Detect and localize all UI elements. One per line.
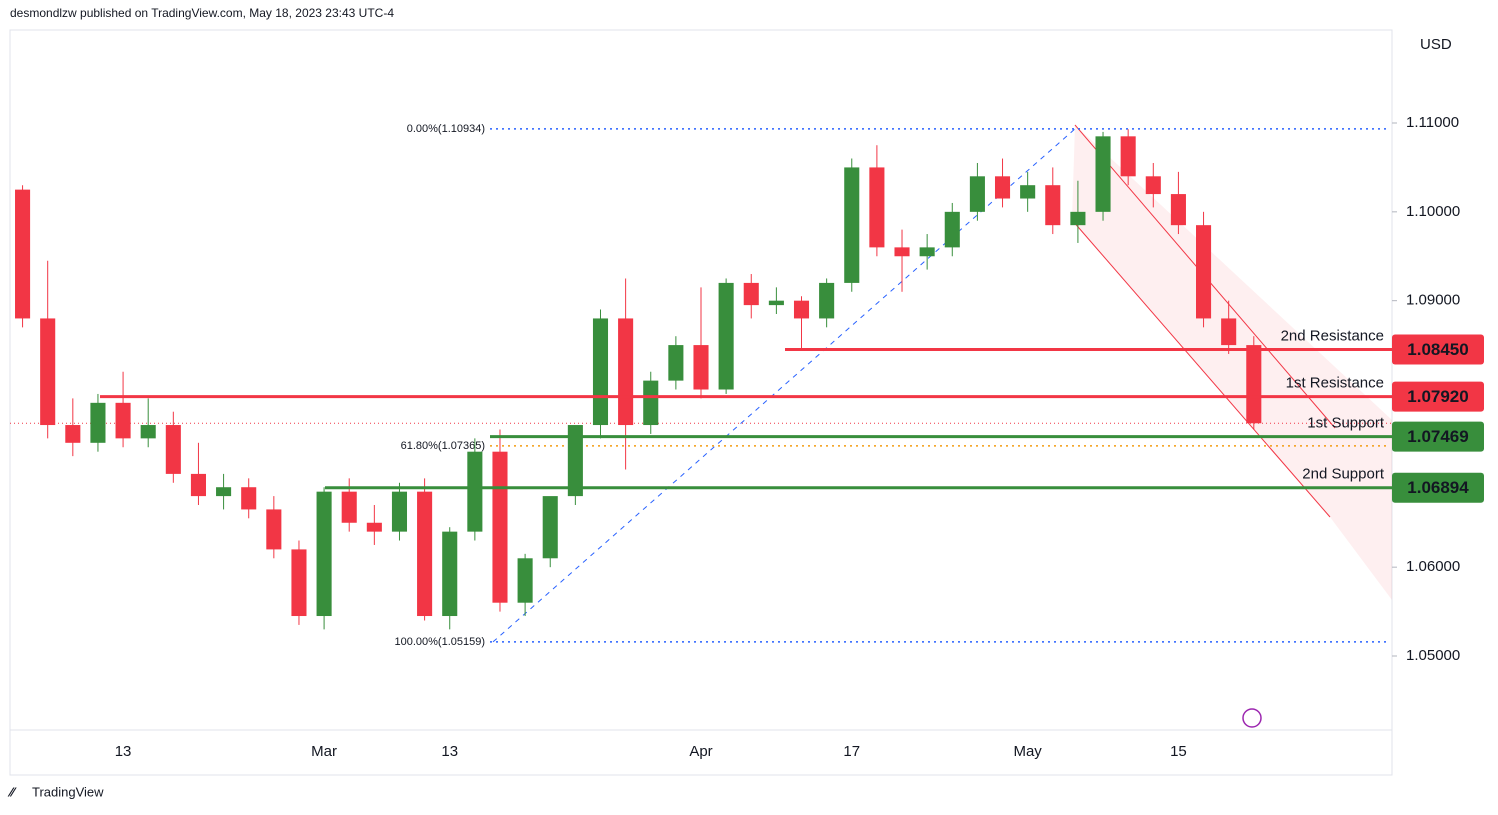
candle-body	[1120, 136, 1136, 177]
candle-body	[1020, 185, 1036, 199]
channel-lower	[1071, 219, 1331, 518]
candle-body	[140, 425, 156, 439]
x-tick-label: Apr	[689, 743, 712, 760]
candle-body	[919, 247, 935, 257]
fib-label: 0.00%(1.10934)	[407, 123, 485, 135]
candle-body	[291, 549, 307, 617]
price-tag-label: 1.07469	[1407, 427, 1468, 446]
x-tick-label: 13	[441, 743, 458, 760]
fib-label: 61.80%(1.07365)	[401, 440, 485, 452]
y-tick-label: 1.06000	[1406, 558, 1460, 575]
price-tag-label: 1.06894	[1407, 478, 1469, 497]
candle-body	[869, 167, 885, 248]
candle-body	[190, 473, 206, 497]
candle-body	[768, 300, 784, 306]
candle-body	[467, 451, 483, 532]
price-tag	[1392, 381, 1484, 412]
y-tick-label: 1.05000	[1406, 647, 1460, 664]
candle-body	[1045, 185, 1061, 226]
price-tag	[1392, 334, 1484, 365]
candle-body	[994, 176, 1011, 199]
candle-body	[668, 345, 684, 381]
candle-body	[417, 491, 433, 617]
candle-body	[316, 491, 332, 617]
candle-body	[793, 300, 810, 319]
candle-body	[693, 345, 709, 390]
x-tick-label: 13	[115, 743, 132, 760]
x-tick-label: 17	[843, 743, 860, 760]
candle-body	[1095, 136, 1111, 212]
candle-body	[743, 282, 759, 306]
candle-body	[1221, 318, 1237, 346]
channel	[1072, 125, 1392, 600]
x-tick-label: 15	[1170, 743, 1187, 760]
candle-body	[165, 425, 181, 474]
y-tick-label: 1.09000	[1406, 292, 1460, 309]
x-tick-label: Mar	[311, 743, 337, 760]
y-tick-label: 1.10000	[1406, 203, 1460, 220]
candle-body	[1170, 194, 1186, 226]
level-name: 2nd Resistance	[1281, 327, 1384, 344]
candle-body	[391, 491, 408, 532]
candle-body	[969, 176, 985, 212]
price-tag-label: 1.08450	[1407, 340, 1468, 359]
candle-body	[1070, 211, 1086, 226]
candle-body	[1246, 345, 1262, 424]
level-name: 1st Resistance	[1286, 375, 1384, 392]
alert-icon	[1242, 708, 1262, 728]
candle-body	[592, 318, 609, 426]
price-tag	[1392, 472, 1484, 503]
fib-label: 100.00%(1.05159)	[394, 636, 485, 648]
x-tick-label: May	[1013, 743, 1042, 760]
candle-body	[216, 487, 232, 497]
candle-body	[492, 451, 508, 603]
candle-body	[718, 282, 734, 390]
candle-body	[341, 491, 357, 523]
candle-body	[241, 487, 257, 510]
level-name: 1st Support	[1307, 415, 1385, 432]
candle-body	[517, 558, 533, 603]
candle-body	[567, 425, 583, 497]
candle-body	[1196, 225, 1212, 319]
candle-body	[442, 531, 458, 617]
header: desmondlzw published on TradingView.com,…	[10, 6, 394, 20]
candle-body	[618, 318, 634, 426]
candle-body	[844, 167, 860, 283]
candle-body	[1145, 176, 1161, 195]
candle-body	[266, 509, 282, 550]
candle-body	[40, 318, 56, 426]
candle-body	[819, 282, 835, 319]
y-tick-label: 1.11000	[1406, 114, 1459, 131]
candle-body	[643, 380, 659, 426]
footer: TradingView	[32, 784, 104, 799]
candle-body	[15, 189, 31, 319]
level-name: 2nd Support	[1302, 466, 1385, 483]
price-tag-label: 1.07920	[1407, 387, 1468, 406]
candle-body	[894, 247, 910, 257]
candle-body	[115, 402, 131, 439]
logo: ⁄⁄	[7, 784, 17, 799]
currency-label: USD	[1420, 36, 1452, 53]
candle-body	[65, 425, 81, 443]
price-tag	[1392, 421, 1484, 452]
candle-body	[542, 496, 558, 559]
candle-body	[90, 402, 106, 443]
candle-body	[366, 522, 382, 532]
candle-body	[944, 211, 960, 248]
